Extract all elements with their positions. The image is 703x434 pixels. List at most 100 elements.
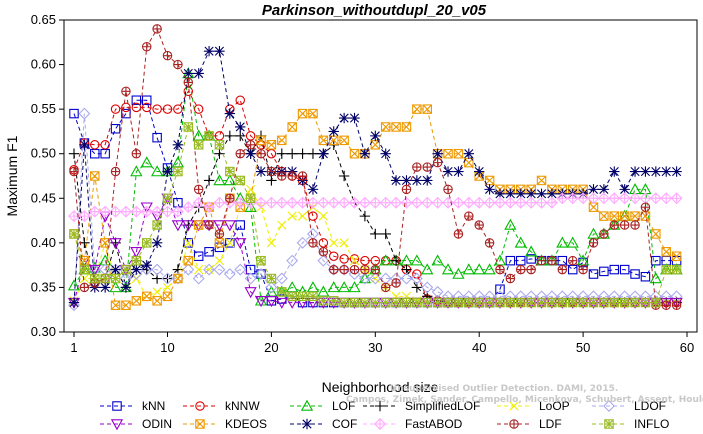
data-point-ldof: [286, 254, 299, 267]
data-point-inflo: [619, 297, 630, 308]
data-point-knnw: [100, 140, 110, 150]
data-point-cof: [390, 175, 402, 186]
data-point-inflo: [609, 297, 620, 308]
data-point-inflo: [214, 140, 225, 150]
data-point-simplifiedlof: [79, 237, 90, 249]
data-point-inflo: [651, 297, 661, 308]
data-point-ldf: [193, 184, 204, 195]
x-tick-label: 60: [680, 340, 694, 355]
data-point-inflo: [183, 122, 194, 132]
data-point-fastabod: [608, 192, 621, 205]
data-point-knnw: [328, 251, 339, 261]
data-point-simplifiedlof: [390, 255, 402, 266]
data-point-ldf: [588, 238, 599, 248]
data-point-fastabod: [618, 192, 631, 205]
data-point-cof: [640, 166, 651, 177]
x-tick-label: 1: [70, 340, 77, 355]
data-point-simplifiedlof: [266, 175, 277, 186]
data-point-cof: [411, 175, 423, 186]
data-point-ldf: [495, 264, 505, 275]
data-point-fastabod: [88, 205, 101, 218]
data-point-lof: [130, 165, 143, 177]
legend-marker: [603, 400, 615, 412]
data-point-fastabod: [431, 196, 444, 209]
data-point-fastabod: [182, 201, 195, 214]
data-point-lof: [379, 254, 392, 266]
data-point-fastabod: [317, 196, 330, 209]
data-point-ldof: [400, 272, 413, 285]
data-point-knn: [193, 251, 204, 261]
data-point-kdeos: [536, 175, 547, 186]
legend-label: COF: [332, 417, 357, 431]
legend-item-kdeos: KDEOS: [183, 417, 267, 431]
data-point-inflo: [287, 291, 297, 302]
data-point-ldof: [244, 272, 257, 285]
data-point-ldf: [110, 166, 121, 177]
data-point-kdeos: [453, 148, 464, 159]
data-point-inflo: [380, 297, 391, 308]
data-point-inflo: [318, 296, 329, 306]
data-point-ldf: [121, 86, 131, 97]
data-point-cof: [422, 175, 433, 186]
data-point-knn: [256, 269, 266, 279]
data-point-loop: [297, 211, 308, 221]
data-point-simplifiedlof: [359, 210, 371, 222]
data-point-inflo: [69, 229, 79, 239]
y-tick-label: 0.55: [31, 101, 56, 116]
plot-frame: [63, 19, 698, 333]
data-point-ldf: [162, 50, 173, 61]
data-point-kdeos: [308, 108, 318, 119]
legend-marker: [509, 401, 519, 411]
data-point-ldf: [484, 238, 495, 248]
data-point-ldof: [213, 263, 226, 276]
data-point-fastabod: [99, 205, 112, 218]
y-tick-label: 0.65: [31, 12, 56, 27]
data-point-knn: [204, 247, 214, 257]
data-point-knn: [495, 284, 505, 294]
data-point-fastabod: [358, 196, 371, 209]
data-point-cof: [474, 166, 485, 177]
data-point-knn: [651, 255, 661, 266]
data-point-inflo: [266, 273, 277, 284]
data-point-kdeos: [266, 140, 277, 150]
data-point-cof: [505, 188, 516, 200]
x-axis: 1 10 20 30 40 50 60: [70, 332, 694, 355]
data-point-lof: [410, 254, 423, 266]
data-point-ldf: [318, 247, 329, 257]
data-point-loop: [349, 256, 360, 266]
data-point-ldf: [380, 282, 391, 293]
data-point-ldf: [443, 184, 453, 195]
data-point-cof: [172, 139, 184, 150]
data-point-cof: [536, 188, 547, 200]
data-point-knnw: [173, 104, 183, 114]
data-point-ldf: [464, 211, 474, 221]
data-point-inflo: [152, 220, 162, 230]
data-point-fastabod: [639, 192, 652, 205]
data-point-knn: [588, 269, 599, 279]
data-point-cof: [525, 188, 537, 200]
data-point-ldf: [256, 148, 266, 159]
data-point-inflo: [339, 297, 349, 308]
data-point-fastabod: [78, 210, 91, 223]
data-point-lof: [223, 174, 236, 186]
data-point-kdeos: [380, 122, 391, 132]
data-point-odin: [275, 297, 288, 309]
data-point-ldf: [567, 255, 578, 266]
data-point-lof: [140, 156, 153, 168]
data-point-odin: [244, 287, 257, 299]
data-point-simplifiedlof: [68, 148, 80, 159]
data-point-simplifiedlof: [297, 148, 308, 159]
data-point-loop: [318, 211, 328, 221]
data-point-lof: [421, 263, 434, 275]
data-point-cof: [183, 68, 194, 79]
data-point-cof: [245, 148, 256, 159]
y-tick-label: 0.30: [31, 324, 56, 339]
data-point-fastabod: [483, 196, 496, 209]
legend-marker: [604, 419, 614, 429]
data-point-inflo: [567, 297, 578, 308]
data-point-inflo: [141, 238, 152, 248]
data-point-ldf: [204, 220, 214, 230]
data-point-ldf: [245, 140, 256, 150]
data-point-knn: [141, 95, 152, 105]
data-point-ldof: [265, 281, 278, 294]
